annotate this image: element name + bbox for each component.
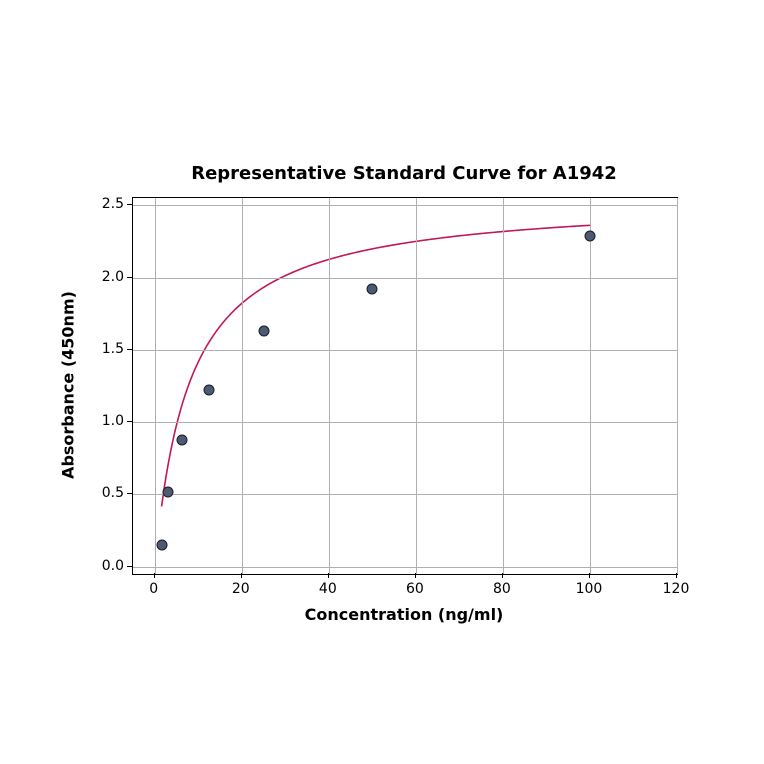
data-point-marker [258,326,269,337]
chart-title: Representative Standard Curve for A1942 [191,163,617,184]
gridline-horizontal [133,205,677,206]
gridline-vertical [155,198,156,574]
y-tick [127,421,132,422]
fitted-curve [133,198,677,574]
data-point-marker [367,284,378,295]
gridline-horizontal [133,567,677,568]
y-tick-label: 2.5 [102,196,124,212]
x-axis-label: Concentration (ng/ml) [305,605,504,624]
x-tick [154,573,155,578]
gridline-vertical [416,198,417,574]
y-tick-label: 1.5 [102,341,124,357]
x-tick [676,573,677,578]
y-tick [127,204,132,205]
gridline-horizontal [133,422,677,423]
x-tick-label: 80 [493,581,511,597]
gridline-vertical [242,198,243,574]
data-point-marker [156,540,167,551]
plot-area [132,197,678,575]
y-axis-label: Absorbance (450nm) [59,291,78,479]
y-tick-label: 1.0 [102,413,124,429]
y-tick [127,349,132,350]
x-tick-label: 40 [319,581,337,597]
x-tick-label: 100 [576,581,603,597]
x-tick-label: 0 [149,581,158,597]
data-point-marker [176,434,187,445]
y-tick [127,493,132,494]
x-tick [241,573,242,578]
gridline-vertical [503,198,504,574]
data-point-marker [584,230,595,241]
y-tick-label: 0.5 [102,485,124,501]
y-tick [127,277,132,278]
y-tick-label: 0.0 [102,558,124,574]
data-point-marker [163,486,174,497]
gridline-vertical [329,198,330,574]
y-tick [127,566,132,567]
gridline-horizontal [133,278,677,279]
x-tick-label: 20 [232,581,250,597]
chart-figure: Representative Standard Curve for A1942 … [0,0,764,764]
gridline-horizontal [133,350,677,351]
x-tick-label: 60 [406,581,424,597]
x-tick [502,573,503,578]
x-tick-label: 120 [663,581,690,597]
gridline-horizontal [133,494,677,495]
x-tick [328,573,329,578]
x-tick [589,573,590,578]
gridline-vertical [590,198,591,574]
x-tick [415,573,416,578]
gridline-vertical [677,198,678,574]
y-tick-label: 2.0 [102,269,124,285]
curve-path [162,225,590,506]
data-point-marker [204,385,215,396]
